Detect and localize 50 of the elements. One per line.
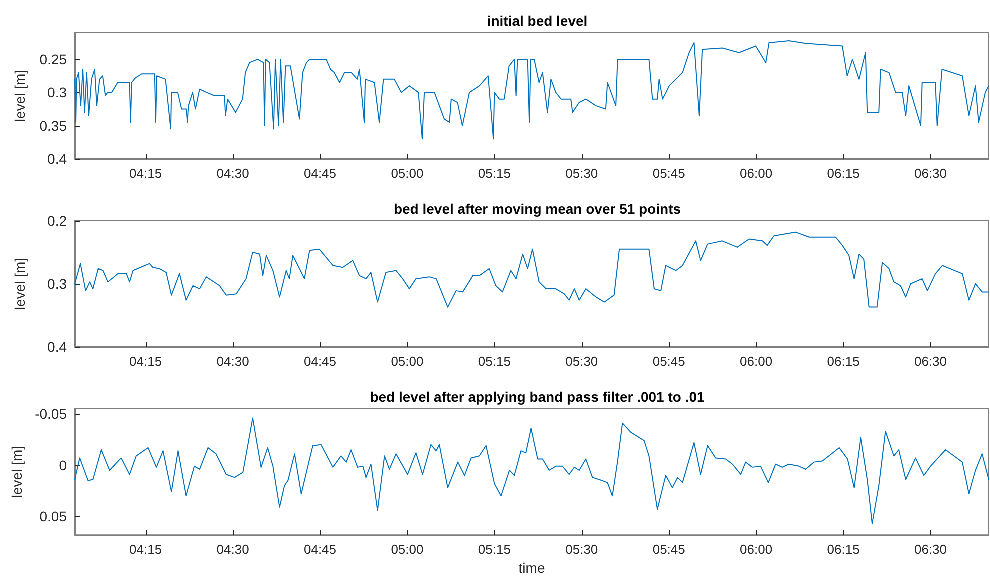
y-axis-title: level [m]: [12, 258, 28, 310]
x-tick-label: 05:45: [652, 166, 686, 181]
x-tick-label: 06:15: [827, 166, 860, 181]
y-tick-label: 0: [59, 457, 68, 474]
chart-title: bed level after moving mean over 51 points: [394, 201, 682, 217]
x-tick-label: 05:00: [391, 354, 424, 369]
y-tick-label: 0.3: [48, 84, 68, 101]
x-tick-label: 04:30: [216, 542, 250, 558]
x-tick-label: 04:15: [130, 166, 162, 181]
x-tick-label: 05:45: [652, 542, 686, 558]
x-axis-title: time: [518, 560, 546, 576]
x-tick-label: 05:30: [566, 354, 598, 369]
x-tick-label: 06:00: [740, 542, 773, 558]
x-tick-label: 04:15: [130, 354, 162, 369]
x-tick-label: 05:15: [478, 354, 511, 369]
x-tick-label: 05:15: [478, 542, 511, 558]
x-tick-label: 06:15: [827, 354, 860, 369]
x-tick-label: 06:00: [740, 166, 773, 181]
x-tick-label: 05:00: [391, 542, 424, 558]
x-tick-label: 05:30: [566, 166, 598, 181]
y-axis-title: level [m]: [12, 70, 28, 122]
x-tick-label: 04:15: [130, 542, 162, 558]
line-series: [74, 418, 990, 524]
y-tick-label: 0.25: [40, 52, 68, 68]
x-tick-label: 05:00: [391, 166, 424, 181]
x-tick-label: 06:00: [740, 354, 773, 369]
x-tick-label: 04:30: [216, 166, 250, 181]
y-tick-label: 0.3: [48, 276, 68, 292]
x-tick-label: 05:45: [652, 354, 686, 369]
y-tick-label: -0.05: [35, 406, 68, 422]
y-tick-label: 0.4: [48, 339, 68, 355]
x-tick-label: 04:45: [304, 166, 337, 181]
chart-title: bed level after applying band pass filter .001 to .01: [370, 389, 705, 405]
x-tick-label: 05:30: [566, 542, 598, 558]
line-series: [74, 40, 990, 140]
x-tick-label: 06:30: [914, 542, 948, 558]
y-tick-label: 0.05: [40, 508, 68, 525]
x-tick-label: 04:45: [304, 354, 337, 369]
x-tick-label: 06:30: [914, 166, 948, 181]
x-tick-label: 05:15: [478, 166, 511, 181]
x-tick-label: 04:30: [216, 354, 250, 369]
x-tick-label: 06:30: [914, 354, 948, 369]
line-series: [74, 232, 990, 308]
x-tick-label: 06:15: [827, 542, 860, 558]
x-tick-label: 04:45: [304, 542, 337, 558]
y-axis-title: level [m]: [9, 446, 26, 498]
y-tick-label: 0.4: [48, 151, 68, 167]
y-tick-label: 0.2: [48, 213, 68, 229]
y-tick-label: 0.35: [40, 118, 68, 134]
chart-title: initial bed level: [487, 13, 588, 29]
